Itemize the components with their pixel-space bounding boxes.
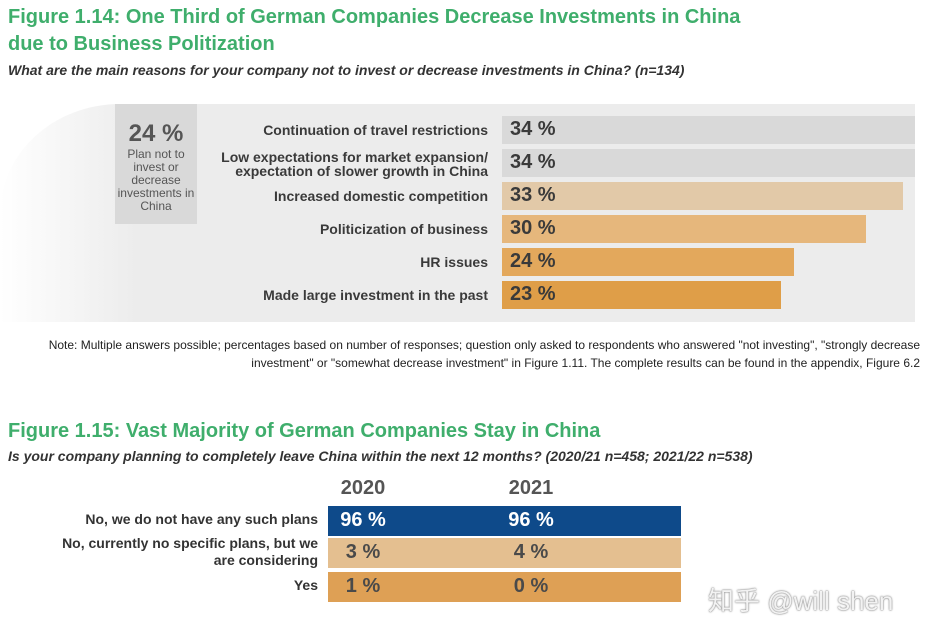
category-label: Made large investment in the past (263, 287, 488, 303)
row-label: Yes (293, 577, 318, 593)
bar-value-label: 33 % (510, 184, 556, 206)
bar: 23 % (502, 281, 781, 309)
bar-value-label: 23 % (510, 283, 556, 305)
bar: 34 % (502, 116, 915, 144)
category-label: HR issues (420, 254, 488, 270)
cell-value: 4 % (513, 541, 549, 563)
row-label: No, we do not have any such plans (85, 511, 318, 527)
bar: 34 % (502, 149, 915, 177)
category-label: Increased domestic competition (274, 188, 488, 204)
cell-value: 1 % (345, 575, 381, 597)
figure-15-title: Figure 1.15: Vast Majority of German Com… (8, 420, 601, 442)
row-bar: 96 % 96 % (328, 506, 681, 536)
category-label: Low expectations for market expansion/ e… (221, 149, 488, 179)
bar: 24 % (502, 248, 794, 276)
cell-value: 3 % (345, 541, 381, 563)
row-label: No, currently no specific plans, but we … (62, 535, 318, 568)
figure-14-title-line1: Figure 1.14: One Third of German Compani… (8, 6, 741, 28)
share-percentage: 24 % (128, 120, 184, 147)
figure-14-title-line2: due to Business Politization (8, 33, 275, 55)
bar: 30 % (502, 215, 866, 243)
figure-14-note: Note: Multiple answers possible; percent… (48, 338, 920, 370)
watermark: 知乎 @will shen (708, 586, 894, 616)
share-highlight-box (115, 104, 197, 224)
column-header-2021: 2021 (508, 477, 554, 499)
figure-15-subtitle: Is your company planning to completely l… (8, 448, 753, 464)
row-bar: 3 % 4 % (328, 538, 681, 568)
bar: 33 % (502, 182, 903, 210)
cell-value: 96 % (508, 509, 554, 531)
cell-value: 96 % (340, 509, 386, 531)
category-label: Continuation of travel restrictions (263, 122, 488, 138)
row-bar: 1 % 0 % (328, 572, 681, 602)
bar-value-label: 24 % (510, 250, 556, 272)
cell-value: 0 % (513, 575, 549, 597)
column-header-2020: 2020 (340, 477, 386, 499)
category-label: Politicization of business (319, 221, 488, 237)
figure-14-subtitle: What are the main reasons for your compa… (8, 62, 685, 78)
bar-value-label: 34 % (510, 118, 556, 140)
bar-value-label: 34 % (510, 151, 556, 173)
share-note: Plan not to invest or decrease investmen… (117, 147, 195, 213)
bar-value-label: 30 % (510, 217, 556, 239)
